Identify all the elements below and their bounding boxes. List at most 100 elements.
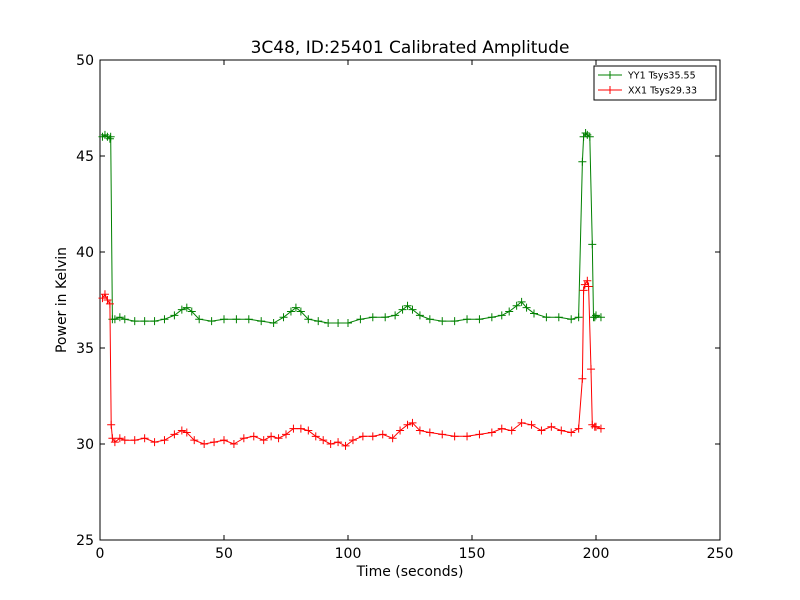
data-point <box>583 276 592 285</box>
data-point <box>210 438 219 447</box>
data-point <box>160 315 169 324</box>
y-tick-label: 50 <box>76 53 94 69</box>
data-point <box>334 438 343 447</box>
data-point <box>296 424 305 433</box>
data-point <box>415 426 424 435</box>
x-tick-label: 100 <box>335 546 362 562</box>
data-point <box>326 440 335 448</box>
data-point <box>408 418 417 427</box>
data-point <box>110 315 119 324</box>
x-tick-label: 150 <box>459 546 486 562</box>
data-point <box>100 290 109 299</box>
data-point <box>578 374 587 383</box>
legend-swatch-marker <box>606 86 614 94</box>
data-point <box>487 313 496 322</box>
data-point <box>497 311 506 320</box>
data-point <box>425 428 434 437</box>
data-point <box>220 315 228 324</box>
data-point <box>403 420 412 429</box>
data-point <box>356 315 365 324</box>
data-point <box>259 436 268 445</box>
data-point <box>438 430 447 439</box>
y-tick-label: 35 <box>76 341 94 357</box>
data-point <box>527 420 536 429</box>
data-point <box>120 315 129 324</box>
data-point <box>388 434 397 443</box>
data-point <box>542 313 551 322</box>
data-point <box>324 319 333 328</box>
data-point <box>596 424 605 433</box>
data-point <box>115 434 124 443</box>
data-point <box>319 436 328 445</box>
data-point <box>517 418 526 427</box>
data-point <box>279 313 288 322</box>
data-point <box>182 428 191 437</box>
data-point <box>507 426 516 435</box>
data-point <box>588 240 597 249</box>
data-point <box>257 317 266 326</box>
data-point <box>150 317 159 326</box>
data-point <box>578 157 587 166</box>
data-point <box>286 307 295 316</box>
data-point <box>130 317 139 326</box>
data-point <box>160 436 169 445</box>
data-point <box>291 303 300 312</box>
data-point <box>512 301 521 310</box>
data-point <box>505 307 514 316</box>
data-point <box>106 132 115 141</box>
data-point <box>537 426 546 435</box>
data-point <box>170 311 179 320</box>
data-point <box>368 313 377 322</box>
data-point <box>554 313 563 322</box>
data-point <box>475 430 484 439</box>
data-point <box>177 426 186 435</box>
series-2 <box>98 276 605 450</box>
legend-swatch-marker <box>606 71 614 79</box>
data-point <box>311 432 320 441</box>
data-point <box>398 305 407 314</box>
plot-frame <box>99 59 721 541</box>
legend-label: XX1 Tsys29.33 <box>628 86 697 97</box>
data-point <box>120 436 129 445</box>
data-point <box>396 426 405 435</box>
data-point <box>344 319 352 328</box>
data-point <box>304 315 313 324</box>
data-point <box>438 317 447 326</box>
data-point <box>207 317 216 326</box>
data-point <box>592 422 600 431</box>
data-point <box>408 305 417 314</box>
data-point <box>587 365 596 374</box>
series-1 <box>98 128 605 328</box>
y-axis-label: Power in Kelvin <box>54 247 70 353</box>
data-point <box>403 301 412 310</box>
legend: YY1 Tsys35.55 XX1 Tsys29.33 <box>593 65 717 101</box>
data-point <box>289 424 298 433</box>
data-point <box>425 315 434 324</box>
legend-box <box>593 65 717 101</box>
data-point <box>497 424 506 433</box>
data-point <box>105 134 114 143</box>
data-point <box>115 313 124 322</box>
data-point <box>150 438 159 447</box>
y-tick-label: 45 <box>76 149 94 165</box>
x-tick-label: 50 <box>215 546 233 562</box>
data-point <box>177 305 186 314</box>
data-point <box>220 436 228 445</box>
data-point <box>105 299 114 308</box>
data-point <box>378 430 387 439</box>
data-point <box>282 430 290 439</box>
data-point <box>450 317 459 326</box>
x-tick-label: 0 <box>96 546 105 562</box>
data-point <box>463 432 472 441</box>
data-point <box>341 441 350 450</box>
data-point <box>182 303 191 312</box>
data-point <box>140 317 149 326</box>
data-point <box>450 432 459 441</box>
data-point <box>249 432 258 441</box>
y-tick-label: 25 <box>76 533 94 549</box>
data-point <box>557 426 566 435</box>
data-point <box>274 434 283 443</box>
data-point <box>368 432 377 441</box>
data-point <box>296 307 305 316</box>
